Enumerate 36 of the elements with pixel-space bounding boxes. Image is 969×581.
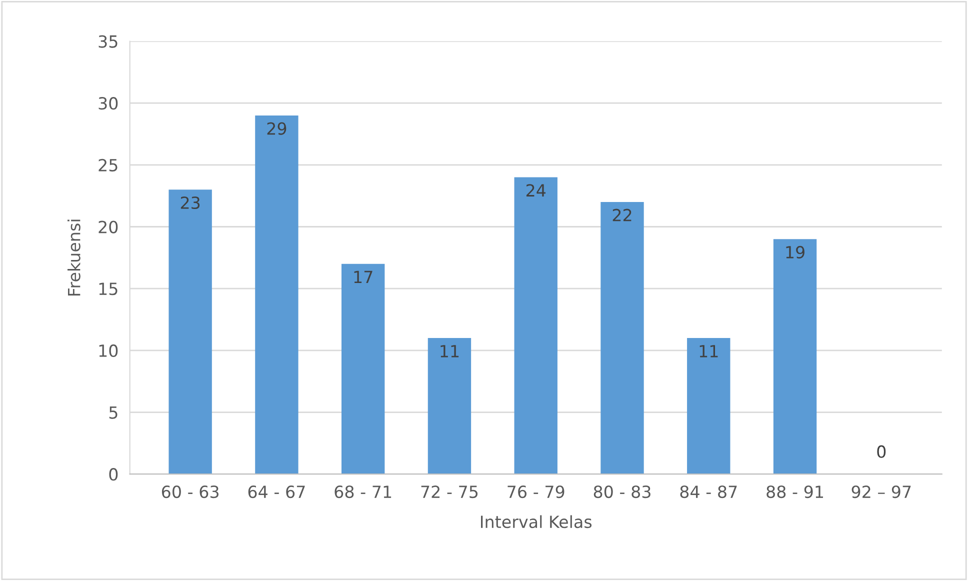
y-tick-label: 15 bbox=[99, 282, 118, 296]
y-axis-title: Frekuensi bbox=[68, 220, 80, 296]
x-tick-label: 72 - 75 bbox=[421, 486, 478, 498]
x-tick-label: 60 - 63 bbox=[162, 486, 218, 498]
data-label: 23 bbox=[180, 196, 200, 210]
x-tick-label: 80 - 83 bbox=[594, 486, 650, 498]
x-tick-label: 88 - 91 bbox=[766, 486, 823, 498]
bar bbox=[600, 202, 644, 474]
bar bbox=[428, 338, 472, 474]
y-tick-label: 25 bbox=[98, 158, 118, 172]
x-tick-label: 76 - 79 bbox=[508, 486, 564, 498]
bar bbox=[341, 264, 385, 474]
data-label: 29 bbox=[267, 122, 286, 135]
data-label: 24 bbox=[526, 184, 546, 196]
x-tick-label: 68 - 71 bbox=[334, 486, 392, 498]
y-tick-label: 0 bbox=[109, 468, 118, 481]
data-label: 17 bbox=[354, 270, 372, 284]
data-label: 19 bbox=[786, 246, 804, 259]
bar bbox=[514, 177, 558, 474]
data-label: 22 bbox=[612, 208, 632, 222]
y-tick-label: 20 bbox=[98, 220, 118, 234]
data-label: 11 bbox=[440, 345, 459, 358]
y-tick-label: 35 bbox=[98, 35, 118, 48]
bar bbox=[255, 115, 298, 474]
x-tick-label: 84 - 87 bbox=[680, 486, 737, 498]
y-tick-label: 10 bbox=[99, 344, 118, 357]
bar bbox=[773, 239, 817, 474]
data-label: 0 bbox=[877, 445, 886, 458]
bar bbox=[687, 338, 730, 474]
bar bbox=[168, 190, 212, 474]
x-tick-label: 92 – 97 bbox=[852, 486, 911, 498]
x-axis-title: Interval Kelas bbox=[480, 515, 592, 528]
x-tick-label: 64 - 67 bbox=[248, 486, 305, 498]
y-tick-label: 5 bbox=[109, 406, 118, 419]
data-label: 11 bbox=[700, 345, 718, 358]
y-tick-label: 30 bbox=[98, 97, 118, 110]
